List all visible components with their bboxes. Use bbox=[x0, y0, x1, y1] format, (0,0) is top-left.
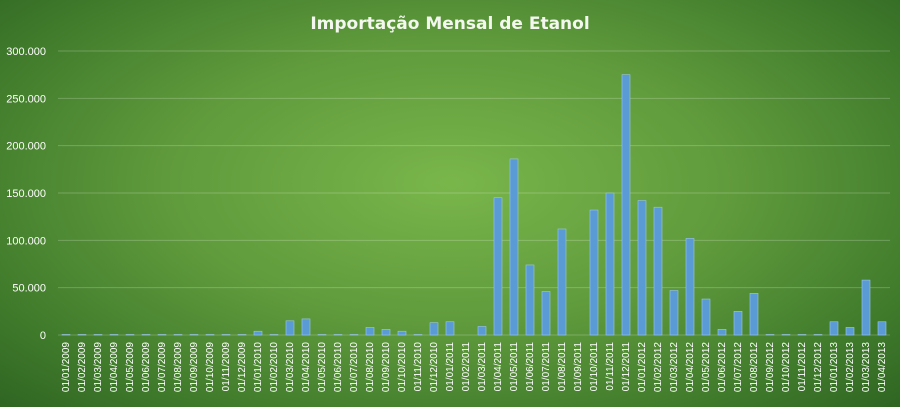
bar bbox=[861, 279, 871, 336]
x-tick-label: 01/01/2013 bbox=[829, 342, 840, 392]
x-tick-label: 01/10/2010 bbox=[397, 342, 408, 392]
x-tick-label: 01/01/2009 bbox=[61, 342, 72, 392]
x-tick-label: 01/10/2012 bbox=[781, 342, 792, 392]
x-tick-label: 01/12/2011 bbox=[621, 342, 632, 392]
y-tick-label: 100.000 bbox=[6, 235, 46, 247]
x-tick-label: 01/05/2010 bbox=[317, 342, 328, 392]
x-tick-label: 01/01/2012 bbox=[637, 342, 648, 392]
bar bbox=[717, 329, 727, 336]
bars bbox=[61, 74, 887, 336]
bar bbox=[509, 158, 519, 336]
bar bbox=[493, 197, 503, 336]
x-tick-label: 01/04/2009 bbox=[109, 342, 120, 392]
bar bbox=[285, 320, 295, 336]
bar bbox=[701, 298, 711, 336]
x-tick-label: 01/04/2010 bbox=[301, 342, 312, 392]
x-tick-label: 01/02/2013 bbox=[845, 342, 856, 392]
x-tick-label: 01/12/2012 bbox=[813, 342, 824, 392]
bar bbox=[685, 238, 695, 336]
x-tick-label: 01/12/2009 bbox=[237, 342, 248, 392]
y-axis-ticks: 0 50.000 100.000 150.000 200.000 250.000 300.0… bbox=[6, 46, 46, 342]
bar bbox=[525, 264, 535, 336]
x-tick-label: 01/02/2011 bbox=[461, 342, 472, 392]
x-tick-label: 01/09/2010 bbox=[381, 342, 392, 392]
x-tick-label: 01/02/2009 bbox=[77, 342, 88, 392]
bar bbox=[637, 200, 647, 336]
x-tick-label: 01/02/2012 bbox=[653, 342, 664, 392]
bar bbox=[653, 206, 663, 336]
x-tick-label: 01/11/2010 bbox=[413, 342, 424, 392]
bar bbox=[429, 322, 439, 336]
bar bbox=[301, 318, 311, 336]
x-tick-label: 01/06/2010 bbox=[333, 342, 344, 392]
bar bbox=[397, 330, 407, 336]
x-tick-label: 01/11/2009 bbox=[221, 342, 232, 392]
y-tick-label: 250.000 bbox=[6, 93, 46, 105]
y-tick-label: 150.000 bbox=[6, 188, 46, 200]
bar bbox=[877, 321, 887, 336]
x-tick-label: 01/10/2009 bbox=[205, 342, 216, 392]
x-tick-label: 01/05/2009 bbox=[125, 342, 136, 392]
x-tick-label: 01/05/2012 bbox=[701, 342, 712, 392]
x-tick-label: 01/06/2011 bbox=[525, 342, 536, 392]
x-tick-label: 01/07/2010 bbox=[349, 342, 360, 392]
x-tick-label: 01/01/2010 bbox=[253, 342, 264, 392]
x-tick-label: 01/04/2013 bbox=[877, 342, 888, 392]
bar bbox=[365, 327, 375, 336]
bar bbox=[621, 74, 631, 336]
x-tick-label: 01/07/2012 bbox=[733, 342, 744, 392]
bar bbox=[445, 321, 455, 336]
x-axis-ticks: 01/01/2009 01/02/2009 01/03/2009 01/04/2009… bbox=[61, 342, 888, 392]
bar bbox=[669, 290, 679, 336]
x-tick-label: 01/04/2012 bbox=[685, 342, 696, 392]
chart-title: Importação Mensal de Etanol bbox=[310, 14, 589, 34]
x-tick-label: 01/03/2010 bbox=[285, 342, 296, 392]
x-tick-label: 01/08/2009 bbox=[173, 342, 184, 392]
x-tick-label: 01/03/2012 bbox=[669, 342, 680, 392]
bar bbox=[749, 293, 759, 336]
x-tick-label: 01/08/2010 bbox=[365, 342, 376, 392]
x-tick-label: 01/06/2012 bbox=[717, 342, 728, 392]
x-tick-label: 01/05/2011 bbox=[509, 342, 520, 392]
x-tick-label: 01/09/2012 bbox=[765, 342, 776, 392]
x-tick-label: 01/03/2009 bbox=[93, 342, 104, 392]
bar bbox=[829, 321, 839, 336]
x-tick-label: 01/06/2009 bbox=[141, 342, 152, 392]
x-tick-label: 01/07/2009 bbox=[157, 342, 168, 392]
y-tick-label: 50.000 bbox=[12, 283, 46, 295]
bar bbox=[845, 327, 855, 336]
y-tick-label: 200.000 bbox=[6, 141, 46, 153]
bar bbox=[733, 311, 743, 336]
bar bbox=[557, 228, 567, 336]
bar bbox=[589, 209, 599, 336]
y-tick-label: 300.000 bbox=[6, 46, 46, 58]
x-tick-label: 01/02/2010 bbox=[269, 342, 280, 392]
x-tick-label: 01/11/2011 bbox=[605, 342, 616, 391]
bar bbox=[253, 330, 263, 336]
x-tick-label: 01/09/2009 bbox=[189, 342, 200, 392]
x-tick-label: 01/12/2010 bbox=[429, 342, 440, 392]
x-tick-label: 01/01/2011 bbox=[445, 342, 456, 392]
x-tick-label: 01/11/2012 bbox=[797, 342, 808, 392]
x-tick-label: 01/03/2011 bbox=[477, 342, 488, 392]
x-tick-label: 01/04/2011 bbox=[493, 342, 504, 392]
bar bbox=[381, 329, 391, 336]
y-tick-label: 0 bbox=[40, 330, 46, 342]
bar bbox=[477, 326, 487, 336]
x-tick-label: 01/07/2011 bbox=[541, 342, 552, 392]
x-tick-label: 01/08/2011 bbox=[557, 342, 568, 392]
x-tick-label: 01/03/2013 bbox=[861, 342, 872, 392]
x-tick-label: 01/09/2011 bbox=[573, 342, 584, 392]
bar bbox=[605, 192, 615, 336]
x-tick-label: 01/10/2011 bbox=[589, 342, 600, 392]
bar bbox=[541, 291, 551, 336]
gridlines bbox=[58, 50, 890, 336]
x-tick-label: 01/08/2012 bbox=[749, 342, 760, 392]
